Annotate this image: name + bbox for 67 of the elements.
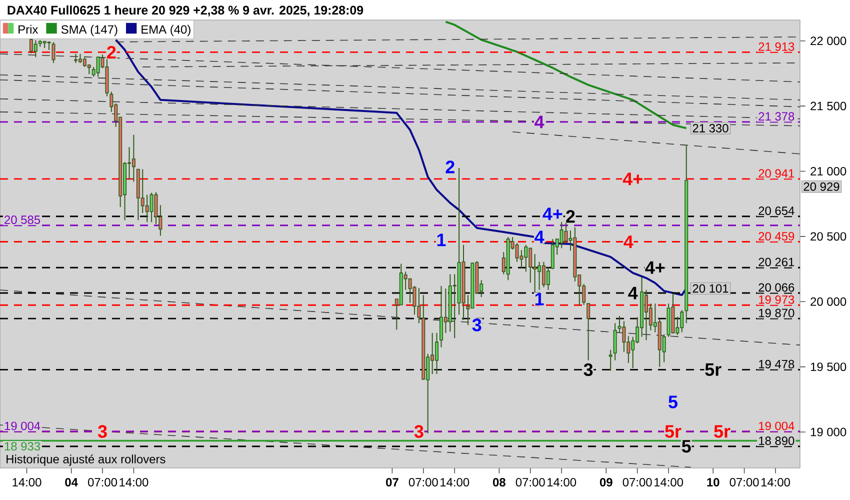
annotation: 5 bbox=[682, 440, 691, 453]
x-tick-label: 04 bbox=[65, 478, 78, 486]
data-label: 21 330 bbox=[692, 124, 728, 132]
annotation: 4+ bbox=[622, 172, 642, 186]
annotation: 4+ bbox=[542, 208, 562, 220]
annotation: 4 bbox=[534, 230, 544, 244]
y-tick-label: 21 000 bbox=[810, 167, 846, 176]
ref-line-label: 20 941 bbox=[758, 169, 794, 178]
ref-line-label: 20 066 bbox=[758, 283, 794, 292]
ref-line-label: 21 913 bbox=[758, 42, 794, 51]
text: 20 929 bbox=[804, 182, 840, 191]
y-tick-label: 19 500 bbox=[810, 362, 846, 372]
y-tick-label: 22 000 bbox=[810, 36, 846, 46]
ref-line-label: 20 654 bbox=[758, 206, 794, 216]
annotation: 1 bbox=[437, 234, 446, 246]
x-tick-label: 08 bbox=[493, 478, 506, 486]
annotation: 5r bbox=[665, 425, 682, 438]
ref-line-label: 18 890 bbox=[759, 436, 794, 446]
y-tick-label: 19 000 bbox=[810, 428, 846, 436]
annotation: 4 bbox=[628, 286, 638, 300]
x-tick-label: 07:00 bbox=[730, 478, 759, 486]
annotation: Historique ajusté aux rollovers bbox=[6, 454, 166, 466]
x-tick-label: 10 bbox=[707, 478, 720, 486]
y-tick-label: 20 000 bbox=[810, 297, 846, 306]
ref-line-label: 20 261 bbox=[758, 258, 794, 266]
legend-label: EMA (40) bbox=[142, 24, 190, 36]
annotation: 5 bbox=[668, 396, 678, 408]
x-tick-label: 07:00 bbox=[408, 478, 438, 486]
y-tick-label: 21 500 bbox=[810, 102, 846, 110]
annotation: 3 bbox=[584, 363, 593, 376]
x-tick-label: 07:00 bbox=[622, 478, 652, 486]
annotation: 2 bbox=[446, 160, 454, 174]
ref-line-label: 19 478 bbox=[759, 360, 794, 368]
data-label: 20 101 bbox=[692, 284, 728, 293]
legend-label: SMA (147) bbox=[61, 24, 118, 36]
x-tick-label: 07:00 bbox=[88, 478, 117, 486]
ref-line-label: 20 585 bbox=[4, 216, 40, 224]
ref-line-label: 19 973 bbox=[759, 295, 794, 304]
x-tick-label: 14:00 bbox=[548, 478, 576, 486]
annotation: 4 bbox=[624, 236, 634, 248]
chart-title: DAX40 Full0625 1 heure 20 929 +2,38 % 9 avr. 2025, 19:28:09 bbox=[8, 5, 364, 16]
annotation: 5r bbox=[714, 425, 730, 438]
ref-line-label: 20 459 bbox=[758, 232, 794, 240]
x-tick-label: 09 bbox=[600, 478, 612, 486]
annotation: 3 bbox=[98, 425, 107, 438]
x-tick-label: 14:00 bbox=[12, 478, 42, 486]
annotation: 5r bbox=[705, 363, 722, 376]
legend-label: Prix bbox=[18, 24, 38, 34]
annotation: 4 bbox=[534, 116, 544, 128]
annotation: 2 bbox=[107, 46, 116, 58]
x-tick-label: 14:00 bbox=[440, 478, 470, 486]
y-tick-label: 20 500 bbox=[810, 232, 846, 241]
x-tick-label: 14:00 bbox=[120, 478, 148, 486]
annotation: 1 bbox=[535, 292, 544, 306]
ref-line-label: 19 004 bbox=[4, 422, 40, 430]
annotation: 4+ bbox=[645, 261, 665, 274]
annotation: 2 bbox=[566, 210, 575, 223]
x-tick-label: 07 bbox=[386, 478, 398, 486]
x-tick-label: 07:00 bbox=[516, 478, 545, 486]
ref-line-label: 21 378 bbox=[758, 112, 794, 121]
ref-line-label: 19 870 bbox=[759, 308, 794, 318]
annotation: 3 bbox=[472, 318, 482, 332]
x-tick-label: 14:00 bbox=[761, 478, 790, 486]
x-tick-label: 14:00 bbox=[654, 478, 684, 486]
annotation: 3 bbox=[414, 425, 424, 438]
ref-line-label: 19 004 bbox=[759, 422, 794, 430]
ref-line-label: 18 933 bbox=[4, 442, 40, 451]
